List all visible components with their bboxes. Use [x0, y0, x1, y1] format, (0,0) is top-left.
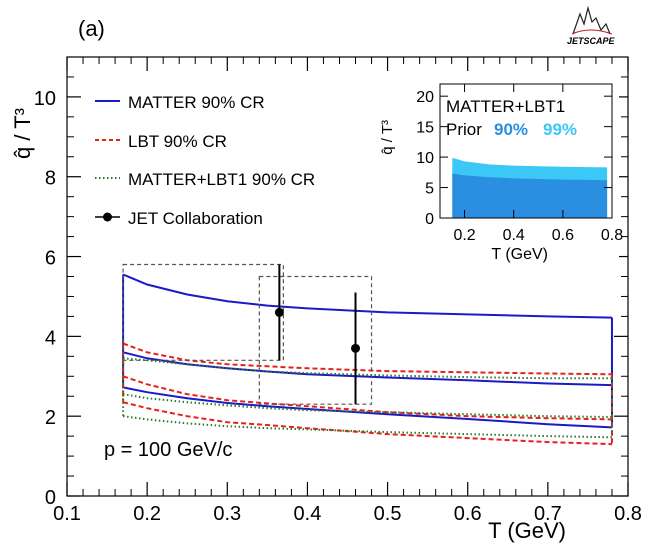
main-y-tick-label: 8	[45, 168, 56, 190]
main-y-tick-label: 10	[34, 88, 56, 110]
legend-label-jet: JET Collaboration	[128, 209, 263, 228]
panel-label: (a)	[78, 16, 105, 41]
inset-axis-ticks: 0.2 0.4 0.6 0.8 0 5 10 15 20	[416, 84, 623, 244]
inset-y-tick-label: 20	[416, 89, 434, 106]
jet-uncertainty-box	[258, 275, 373, 405]
inset-y-tick-label: 0	[425, 211, 434, 228]
jet-data-point	[274, 307, 284, 317]
main-y-axis-label: q̂ / T³	[10, 108, 35, 159]
main-legend: MATTER 90% CR LBT 90% CR MATTER+LBT1 90%…	[95, 93, 315, 228]
jetscape-logo: JETSCAPE	[567, 5, 616, 46]
main-y-tick-label: 4	[45, 327, 56, 349]
inset-x-tick-label: 0.6	[552, 227, 574, 244]
jet-points-layer	[122, 263, 373, 405]
main-y-tick-label: 0	[45, 487, 56, 509]
main-x-tick-label: 0.7	[534, 503, 562, 525]
inset-y-tick-label: 5	[425, 181, 434, 198]
inset-y-tick-label: 10	[416, 150, 434, 167]
inset-x-tick-label: 0.2	[453, 227, 475, 244]
legend-label-matter: MATTER 90% CR	[128, 93, 265, 112]
inset-band-90	[452, 173, 608, 218]
series-matter-lbt1-90-cr-upper	[123, 357, 612, 380]
main-x-tick-label: 0.8	[614, 503, 642, 525]
inset-legend-99: 99%	[543, 120, 577, 139]
series-matter-90-cr-lower	[122, 386, 613, 429]
jet-uncertainty-box	[122, 263, 284, 361]
main-y-tick-label: 6	[45, 248, 56, 270]
series-lbt-90-cr-lower	[122, 401, 613, 446]
main-x-tick-label: 0.1	[53, 503, 81, 525]
main-x-axis-label: T (GeV)	[488, 518, 566, 543]
main-x-tick-label: 0.3	[213, 503, 241, 525]
main-series-layer	[122, 273, 613, 446]
series-matter-lbt1-90-cr-middle	[122, 393, 613, 418]
main-x-tick-label: 0.4	[294, 503, 322, 525]
series-matter-90-cr-middle	[122, 351, 613, 387]
main-x-tick-label: 0.6	[454, 503, 482, 525]
series-lbt-90-cr-upper	[122, 342, 613, 376]
legend-swatch-jet-marker	[103, 212, 112, 222]
inset-y-axis-label: q̂ / T³	[379, 120, 396, 155]
logo-wave-icon	[571, 29, 613, 35]
series-matter-lbt1-90-cr-lower	[122, 415, 613, 439]
series-lbt-90-cr-middle	[122, 375, 613, 421]
inset-y-tick-label: 15	[416, 120, 434, 137]
jet-data-point	[351, 343, 361, 353]
inset-title: MATTER+LBT1	[446, 97, 565, 116]
inset-plot-frame	[439, 83, 613, 219]
inset-legend-prefix: Prior	[446, 120, 482, 139]
inset-x-tick-label: 0.4	[503, 227, 525, 244]
inset-x-axis-label: T (GeV)	[491, 246, 548, 263]
inset-bands-layer	[452, 157, 608, 218]
logo-mountain-icon	[572, 5, 611, 35]
legend-label-matter-lbt1: MATTER+LBT1 90% CR	[128, 170, 315, 189]
inset-plot: 0.2 0.4 0.6 0.8 0 5 10 15 20 MATTER+LBT1 Prior 9…	[379, 79, 623, 263]
series-matter-90-cr-upper	[122, 273, 613, 319]
legend-label-lbt: LBT 90% CR	[128, 132, 227, 151]
main-x-tick-label: 0.5	[374, 503, 402, 525]
main-x-tick-label: 0.2	[133, 503, 161, 525]
main-y-tick-label: 2	[45, 407, 56, 429]
logo-text: JETSCAPE	[567, 36, 616, 46]
inset-legend-90: 90%	[494, 120, 528, 139]
inset-x-tick-label: 0.8	[601, 227, 623, 244]
momentum-annotation: p = 100 GeV/c	[104, 439, 232, 461]
